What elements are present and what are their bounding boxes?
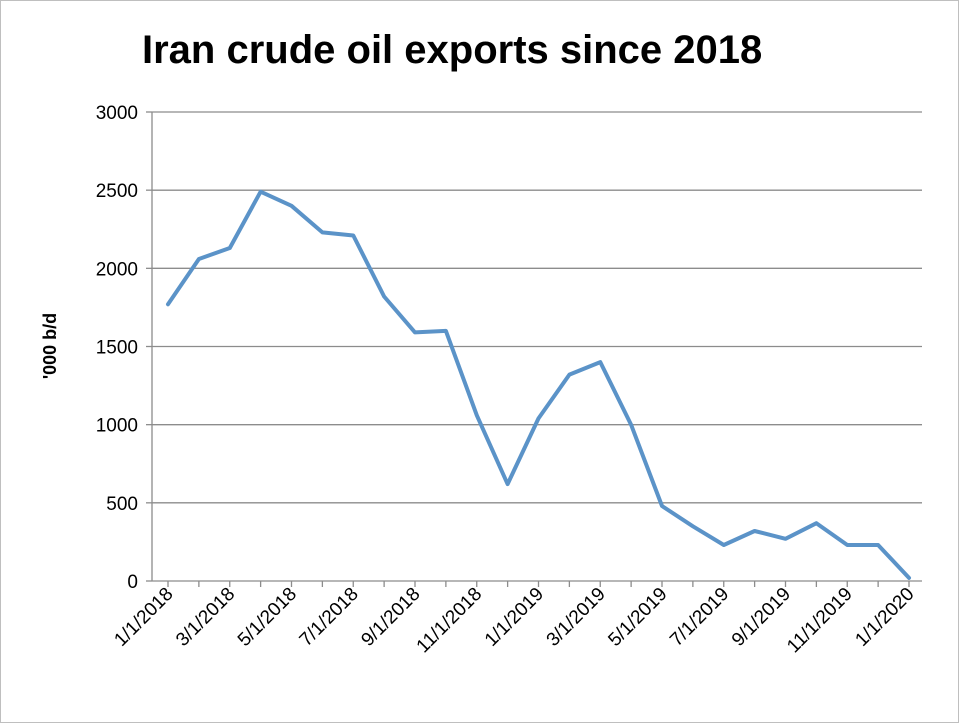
data-point	[846, 544, 848, 546]
x-tick-label: 3/1/2018	[172, 584, 239, 651]
y-tick-labels: 0 500 1000 1500 2000 2500 3000	[96, 103, 138, 593]
y-tick-label: 2000	[96, 259, 138, 280]
data-point	[198, 258, 200, 260]
data-point	[445, 330, 447, 332]
y-tick-label: 3000	[96, 103, 138, 124]
x-tick-label: 1/1/2019	[481, 584, 548, 651]
y-tick-label: 1000	[96, 416, 138, 437]
x-tick-labels: 1/1/20183/1/20185/1/20187/1/20189/1/2018…	[110, 584, 918, 658]
data-point	[476, 414, 478, 416]
data-point	[630, 424, 632, 426]
data-point	[661, 505, 663, 507]
x-tick-label: 5/1/2019	[604, 584, 671, 651]
data-point	[568, 374, 570, 376]
data-point	[785, 538, 786, 540]
y-axis-label: '000 b/d	[40, 313, 60, 379]
data-point	[815, 522, 817, 524]
data-point	[383, 295, 385, 297]
data-point	[352, 235, 354, 237]
y-tick-label: 500	[106, 494, 138, 515]
chart-title: Iran crude oil exports since 2018	[142, 28, 763, 72]
data-point	[723, 544, 725, 546]
data-point	[599, 361, 601, 363]
data-point	[908, 577, 910, 579]
axes	[146, 111, 922, 587]
data-point	[229, 247, 231, 249]
data-point	[692, 525, 694, 527]
x-tick-label: 1/1/2020	[851, 584, 918, 651]
series-line	[166, 189, 911, 580]
data-point	[291, 205, 292, 207]
y-tick-label: 0	[127, 572, 138, 593]
y-tick-label: 1500	[96, 338, 138, 359]
data-point	[507, 483, 509, 485]
data-point	[538, 417, 539, 419]
data-point	[167, 303, 169, 305]
x-tick-label: 5/1/2018	[234, 584, 301, 651]
gridlines	[152, 111, 922, 504]
y-tick-label: 2500	[96, 181, 138, 202]
data-point	[321, 231, 323, 233]
x-tick-label: 7/1/2018	[296, 584, 363, 651]
x-tick-label: 11/1/2019	[783, 584, 857, 658]
x-tick-label: 1/1/2018	[110, 584, 177, 651]
data-point	[754, 530, 756, 532]
x-tick-label: 3/1/2019	[543, 584, 610, 651]
x-tick-label: 7/1/2019	[666, 584, 733, 651]
data-point	[877, 544, 879, 546]
series-group	[166, 189, 911, 580]
data-point	[260, 191, 262, 193]
data-point	[414, 331, 416, 333]
x-tick-label: 11/1/2018	[413, 584, 487, 658]
